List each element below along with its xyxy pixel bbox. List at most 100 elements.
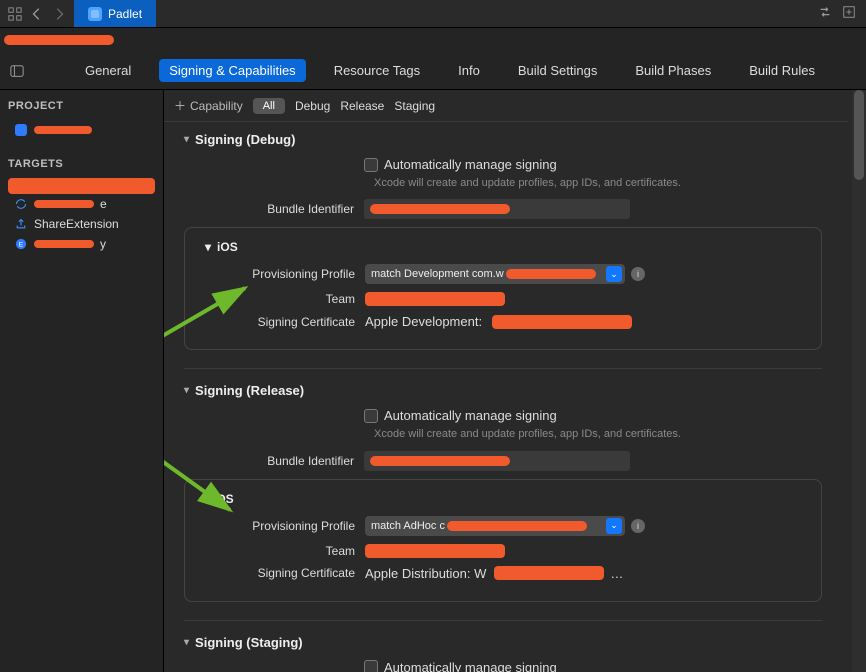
sync-icon: [14, 197, 28, 211]
filter-staging[interactable]: Staging: [394, 99, 435, 113]
section-signing-debug: ▾ Signing (Debug) Automatically manage s…: [184, 132, 822, 350]
auto-manage-checkbox[interactable]: [364, 158, 378, 172]
back-icon[interactable]: [28, 5, 46, 23]
target-item-2[interactable]: e: [8, 194, 155, 214]
filter-debug[interactable]: Debug: [295, 99, 330, 113]
redacted-target1: [14, 181, 144, 191]
auto-manage-checkbox[interactable]: [364, 409, 378, 423]
team-label: Team: [185, 544, 365, 558]
right-toolbar: [808, 0, 866, 27]
prov-profile-dropdown[interactable]: match AdHoc c ⌄: [365, 516, 625, 536]
ios-label: iOS: [213, 492, 234, 506]
grid-icon[interactable]: [6, 5, 24, 23]
tab-build-settings[interactable]: Build Settings: [508, 59, 608, 82]
redacted-cert: [494, 566, 604, 580]
project-sidebar: PROJECT TARGETS e: [0, 90, 164, 672]
target-item-4[interactable]: E y: [8, 234, 155, 254]
add-panel-icon[interactable]: [842, 5, 856, 22]
spacer: [156, 0, 808, 27]
svg-text:E: E: [19, 242, 24, 249]
section-header-staging[interactable]: ▾ Signing (Staging): [184, 635, 822, 650]
prov-profile-dropdown[interactable]: match Development com.w ⌄: [365, 264, 625, 284]
tab-signing[interactable]: Signing & Capabilities: [159, 59, 305, 82]
section-header-release[interactable]: ▾ Signing (Release): [184, 383, 822, 398]
cert-label: Signing Certificate: [185, 566, 365, 580]
scroll-thumb[interactable]: [854, 90, 864, 180]
redacted-breadcrumb: [4, 35, 114, 45]
bundle-id-input[interactable]: [364, 199, 630, 219]
auto-manage-label: Automatically manage signing: [384, 157, 557, 172]
redacted-project-name: [34, 126, 92, 134]
redacted-target4: [34, 240, 94, 248]
tab-build-phases[interactable]: Build Phases: [625, 59, 721, 82]
auto-manage-hint: Xcode will create and update profiles, a…: [374, 176, 822, 191]
prov-label: Provisioning Profile: [185, 519, 365, 533]
app-icon: [88, 7, 102, 21]
window-tabstrip: Padlet: [0, 0, 866, 28]
divider: [184, 620, 822, 621]
tab-resource-tags[interactable]: Resource Tags: [324, 59, 430, 82]
file-tab[interactable]: Padlet: [74, 0, 156, 27]
editor-tabs: General Signing & Capabilities Resource …: [34, 59, 866, 82]
plus-icon: ＋: [174, 97, 186, 114]
bundle-id-input[interactable]: [364, 451, 630, 471]
ios-panel-debug: ▾ iOS Provisioning Profile match Develop…: [184, 227, 822, 350]
project-header: PROJECT: [8, 100, 155, 112]
prov-label: Provisioning Profile: [185, 267, 365, 281]
auto-manage-hint: Xcode will create and update profiles, a…: [374, 427, 822, 442]
row-bundle-id: Bundle Identifier: [184, 199, 822, 219]
ios-header[interactable]: ▾ iOS: [185, 240, 809, 254]
cert-label: Signing Certificate: [185, 315, 365, 329]
team-label: Team: [185, 292, 365, 306]
tab-info[interactable]: Info: [448, 59, 490, 82]
sidebar-toggle-icon[interactable]: [0, 64, 34, 78]
filter-release[interactable]: Release: [340, 99, 384, 113]
forward-icon[interactable]: [50, 5, 68, 23]
prov-value: match AdHoc c: [371, 520, 445, 532]
disclosure-icon: ▾: [184, 134, 189, 145]
ios-label: iOS: [217, 240, 238, 254]
redacted-team: [365, 292, 505, 306]
scrollbar[interactable]: [852, 90, 866, 672]
cert-value-prefix: Apple Distribution: W: [365, 566, 486, 581]
cert-value-suffix: …: [610, 566, 623, 581]
redacted-target2: [34, 200, 94, 208]
redacted-prov: [506, 269, 596, 279]
disclosure-icon: ▾: [184, 637, 189, 648]
row-cert: Signing Certificate Apple Development:: [185, 314, 809, 329]
section-title: Signing (Debug): [195, 132, 295, 147]
section-header-debug[interactable]: ▾ Signing (Debug): [184, 132, 822, 147]
share-ext-label: ShareExtension: [34, 217, 119, 231]
row-prov-profile: Provisioning Profile match AdHoc c ⌄ i: [185, 516, 809, 536]
auto-manage-checkbox[interactable]: [364, 660, 378, 672]
ios-header[interactable]: iOS: [185, 492, 809, 506]
editor-tabs-row: General Signing & Capabilities Resource …: [0, 52, 866, 90]
project-item[interactable]: [8, 120, 155, 140]
swap-icon[interactable]: [818, 5, 832, 22]
share-ext-icon: [14, 217, 28, 231]
redacted-cert: [492, 315, 632, 329]
info-icon[interactable]: i: [631, 267, 645, 281]
redacted-prov: [447, 521, 587, 531]
divider: [184, 368, 822, 369]
filter-all[interactable]: All: [253, 98, 285, 114]
dropdown-arrow-icon: ⌄: [606, 518, 622, 534]
tab-general[interactable]: General: [75, 59, 141, 82]
target-item-share[interactable]: ShareExtension: [8, 214, 155, 234]
ios-panel-release: iOS Provisioning Profile match AdHoc c ⌄: [184, 479, 822, 602]
section-title: Signing (Staging): [195, 635, 303, 650]
disclosure-icon: ▾: [184, 385, 189, 396]
ext-e-icon: E: [14, 237, 28, 251]
auto-manage-label: Automatically manage signing: [384, 660, 557, 672]
target-item-selected[interactable]: [8, 178, 155, 194]
redacted-bundle-id: [370, 456, 510, 466]
split-pane: PROJECT TARGETS e: [0, 90, 866, 672]
row-auto-manage: Automatically manage signing: [184, 157, 822, 172]
add-capability-button[interactable]: ＋ Capability: [174, 97, 243, 114]
tab-build-rules[interactable]: Build Rules: [739, 59, 825, 82]
prov-value: match Development com.w: [371, 268, 504, 280]
info-icon[interactable]: i: [631, 519, 645, 533]
row-auto-manage: Automatically manage signing: [184, 408, 822, 423]
row-cert: Signing Certificate Apple Distribution: …: [185, 566, 809, 581]
targets-header: TARGETS: [8, 158, 155, 170]
